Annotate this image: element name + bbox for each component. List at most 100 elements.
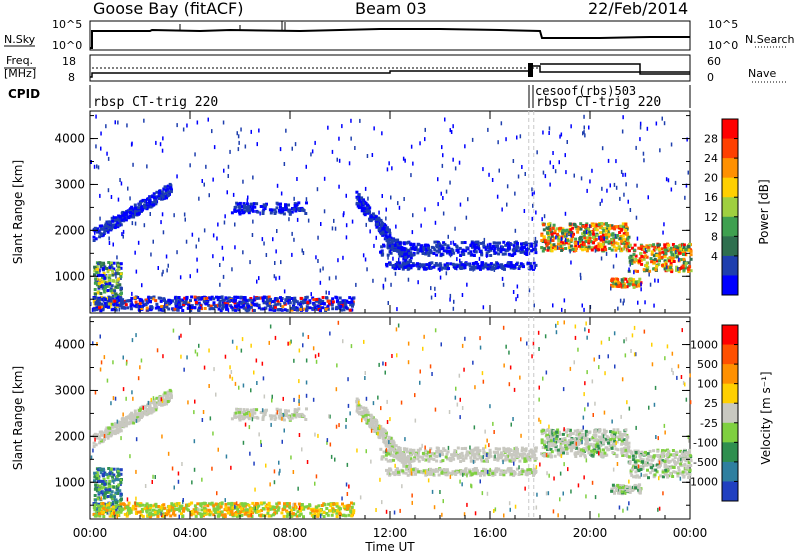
range-cell: [310, 513, 314, 517]
range-cell: [99, 292, 103, 295]
range-cell: [93, 479, 96, 483]
range-cell: [265, 408, 268, 412]
range-cell: [227, 296, 231, 300]
range-cell: [404, 158, 406, 163]
range-cell: [290, 308, 294, 312]
range-cell: [164, 300, 168, 304]
range-cell: [287, 209, 291, 213]
range-cell: [100, 305, 104, 309]
range-cell: [624, 229, 628, 232]
range-cell: [222, 256, 224, 261]
freq-left-tick-bottom: 8: [68, 71, 75, 84]
range-cell: [224, 506, 228, 510]
range-cell: [119, 178, 121, 182]
range-cell: [615, 234, 619, 237]
range-cell: [364, 201, 368, 205]
range-cell: [392, 256, 394, 261]
range-cell: [149, 296, 153, 300]
range-cell: [102, 485, 106, 489]
range-cell: [136, 418, 139, 422]
range-cell: [212, 233, 215, 238]
range-cell: [345, 299, 349, 303]
range-cell: [629, 208, 632, 212]
range-cell: [171, 503, 175, 507]
range-cell: [112, 242, 114, 247]
range-cell: [114, 223, 118, 227]
range-cell: [137, 206, 141, 210]
range-cell: [213, 145, 216, 150]
range-cell: [98, 231, 102, 235]
range-cell: [95, 271, 99, 275]
range-cell: [269, 211, 273, 215]
range-cell: [105, 267, 109, 270]
range-cell: [615, 159, 617, 164]
range-cell: [275, 276, 277, 281]
range-cell: [288, 211, 292, 215]
range-cell: [570, 260, 572, 265]
range-cell: [583, 236, 587, 240]
range-cell: [439, 268, 441, 272]
range-cell: [323, 503, 327, 507]
range-cell: [95, 489, 99, 493]
range-cell: [125, 211, 128, 216]
range-cell: [667, 178, 670, 183]
range-cell: [229, 299, 233, 302]
range-cell: [108, 273, 112, 277]
range-cell: [312, 298, 316, 302]
range-cell: [118, 218, 120, 223]
range-cell: [587, 228, 591, 231]
range-cell: [273, 507, 277, 511]
range-cell: [536, 150, 538, 155]
range-cell: [162, 393, 166, 397]
range-cell: [192, 508, 196, 512]
range-cell: [558, 235, 562, 239]
range-cell: [490, 267, 494, 271]
range-cell: [647, 195, 649, 200]
range-cell: [178, 299, 182, 303]
range-cell: [273, 308, 277, 312]
range-cell: [320, 302, 323, 305]
range-cell: [169, 396, 173, 400]
range-cell: [689, 249, 693, 253]
range-cell: [269, 298, 272, 302]
range-cell: [546, 231, 549, 235]
range-cell: [278, 415, 281, 418]
range-cell: [348, 296, 352, 300]
range-cell: [494, 245, 498, 248]
range-cell: [654, 268, 658, 272]
range-cell: [645, 268, 649, 272]
range-cell: [127, 501, 131, 505]
range-cell: [252, 309, 256, 312]
range-cell: [637, 246, 641, 250]
range-cell: [253, 205, 257, 209]
range-cell: [459, 267, 463, 270]
range-cell: [221, 298, 225, 302]
range-cell: [242, 504, 246, 508]
range-cell: [265, 295, 269, 299]
range-cell: [102, 279, 106, 283]
range-cell: [380, 253, 384, 257]
range-cell: [383, 434, 387, 438]
range-cell: [152, 295, 156, 299]
range-cell: [274, 261, 276, 265]
range-cell: [96, 291, 100, 295]
range-cell: [450, 453, 454, 457]
range-cell: [509, 449, 513, 452]
range-cell: [294, 142, 297, 147]
range-cell: [249, 305, 253, 309]
range-cell: [176, 308, 180, 312]
range-cell: [169, 390, 173, 394]
range-cell: [412, 243, 416, 246]
range-cell: [180, 504, 184, 508]
range-cell: [649, 257, 653, 261]
range-cell: [251, 301, 255, 305]
range-cell: [591, 224, 595, 228]
range-cell: [594, 248, 597, 253]
range-cell: [107, 482, 111, 486]
range-cell: [120, 298, 122, 303]
range-cell: [104, 280, 107, 284]
range-cell: [459, 258, 461, 263]
range-cell: [93, 505, 97, 509]
range-cell: [225, 307, 229, 311]
